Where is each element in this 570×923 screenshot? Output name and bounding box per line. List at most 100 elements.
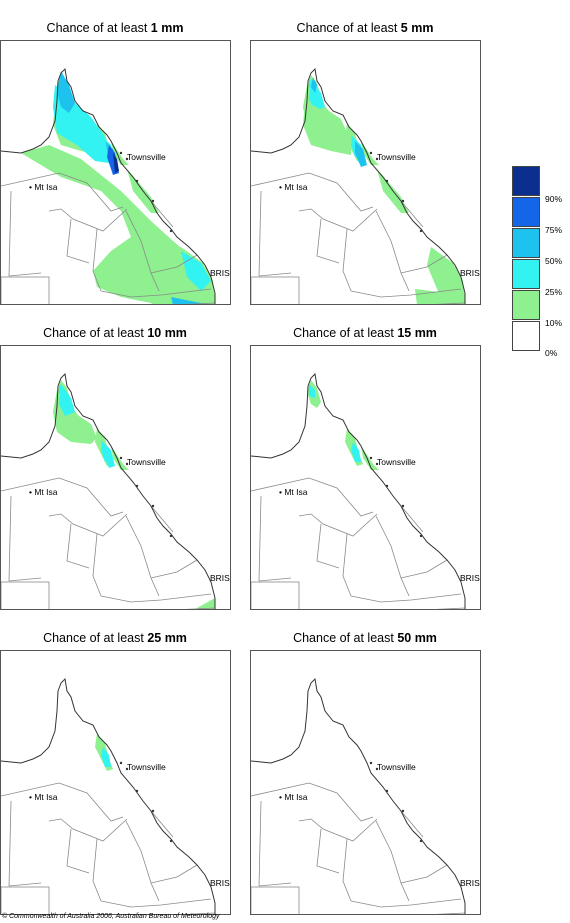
region-border xyxy=(298,208,378,232)
region-border xyxy=(100,898,212,908)
island-marker xyxy=(401,504,405,508)
region-border xyxy=(125,210,160,292)
map-panel-50mm: Chance of at least 50 mm Townsville • Mt… xyxy=(250,629,481,915)
coastline xyxy=(57,67,216,304)
label-townsville: Townsville xyxy=(127,762,166,772)
region-border xyxy=(400,864,448,884)
label-bris: BRIS xyxy=(210,268,230,278)
region-border xyxy=(375,210,410,292)
label-townsville: Townsville xyxy=(377,457,416,467)
rain-area-10 xyxy=(303,101,351,155)
island-marker xyxy=(119,151,123,155)
region-border xyxy=(150,254,198,274)
island-marker xyxy=(169,839,173,843)
panel-title: Chance of at least 25 mm xyxy=(43,631,187,645)
inset-box xyxy=(1,886,50,914)
legend-swatch-25 xyxy=(512,259,540,289)
island-marker xyxy=(419,534,423,538)
island-marker xyxy=(385,789,389,793)
rain-area-25 xyxy=(101,747,111,767)
inset-box xyxy=(251,276,300,304)
label-townsville: Townsville xyxy=(127,457,166,467)
gulf-coastline xyxy=(1,690,59,764)
island-marker xyxy=(169,229,173,233)
coastline xyxy=(57,677,216,914)
queensland-map xyxy=(1,67,216,304)
island-marker xyxy=(151,809,155,813)
queensland-map xyxy=(251,67,466,304)
region-border xyxy=(125,820,160,902)
map-frame: Townsville • Mt Isa BRIS xyxy=(250,650,481,915)
legend-label-90: 90% xyxy=(545,194,563,204)
island-marker xyxy=(135,179,139,183)
panel-title: Chance of at least 50 mm xyxy=(293,631,437,645)
panel-title: Chance of at least 15 mm xyxy=(293,326,437,340)
region-border xyxy=(48,818,128,842)
region-border xyxy=(92,838,102,902)
label-mt-isa: • Mt Isa xyxy=(279,487,308,497)
region-border xyxy=(251,782,374,822)
island-marker xyxy=(369,151,373,155)
label-mt-isa: • Mt Isa xyxy=(29,487,58,497)
region-border xyxy=(400,810,424,838)
region-border xyxy=(8,495,42,582)
inset-box xyxy=(251,581,300,609)
map-frame: Townsville • Mt Isa BRIS xyxy=(0,650,231,915)
region-border xyxy=(251,477,374,517)
legend-label-10: 10% xyxy=(545,318,563,328)
gulf-coastline xyxy=(251,385,309,459)
gulf-coastline xyxy=(1,80,59,154)
region-border xyxy=(400,505,424,533)
region-border xyxy=(48,513,128,537)
panel-title: Chance of at least 5 mm xyxy=(296,21,434,35)
rain-area-50 xyxy=(57,71,75,113)
rain-area-25 xyxy=(101,440,115,468)
island-marker xyxy=(125,767,129,771)
region-border xyxy=(342,838,352,902)
label-mt-isa: • Mt Isa xyxy=(29,182,58,192)
region-border xyxy=(100,288,212,298)
gulf-coastline xyxy=(251,690,309,764)
legend-swatch-0 xyxy=(512,321,540,351)
island-marker xyxy=(419,229,423,233)
label-townsville: Townsville xyxy=(377,762,416,772)
region-border xyxy=(316,828,340,874)
map-panel-10mm: Chance of at least 10 mm Townsville • Mt… xyxy=(0,324,231,610)
island-marker xyxy=(401,809,405,813)
region-border xyxy=(400,200,424,228)
region-border xyxy=(251,172,374,212)
inset-box xyxy=(1,276,50,304)
queensland-map xyxy=(251,372,466,609)
coastline xyxy=(57,372,216,609)
island-marker xyxy=(375,767,379,771)
island-marker xyxy=(419,839,423,843)
region-border xyxy=(150,559,198,579)
label-bris: BRIS xyxy=(460,268,480,278)
legend-label-0: 0% xyxy=(545,348,558,358)
region-border xyxy=(150,810,174,838)
region-border xyxy=(375,515,410,597)
region-border xyxy=(100,593,212,603)
island-marker xyxy=(369,761,373,765)
region-border xyxy=(66,828,90,874)
region-border xyxy=(298,513,378,537)
map-panel-1mm: Chance of at least 1 mm Townsville • Mt … xyxy=(0,19,231,305)
queensland-map xyxy=(1,372,216,609)
region-border xyxy=(8,190,42,277)
region-border xyxy=(8,800,42,887)
region-border xyxy=(342,228,352,292)
panel-title: Chance of at least 1 mm xyxy=(46,21,184,35)
label-bris: BRIS xyxy=(210,573,230,583)
island-marker xyxy=(125,462,129,466)
region-border xyxy=(342,533,352,597)
region-border xyxy=(92,228,102,292)
gulf-coastline xyxy=(251,80,309,154)
rain-area-50 xyxy=(311,77,317,93)
rain-area-10 xyxy=(21,145,214,304)
queensland-map xyxy=(251,677,466,914)
coastline xyxy=(307,67,466,304)
rain-area-25 xyxy=(309,384,315,398)
region-border xyxy=(125,515,160,597)
island-marker xyxy=(151,504,155,508)
rain-area-10 xyxy=(196,598,215,609)
